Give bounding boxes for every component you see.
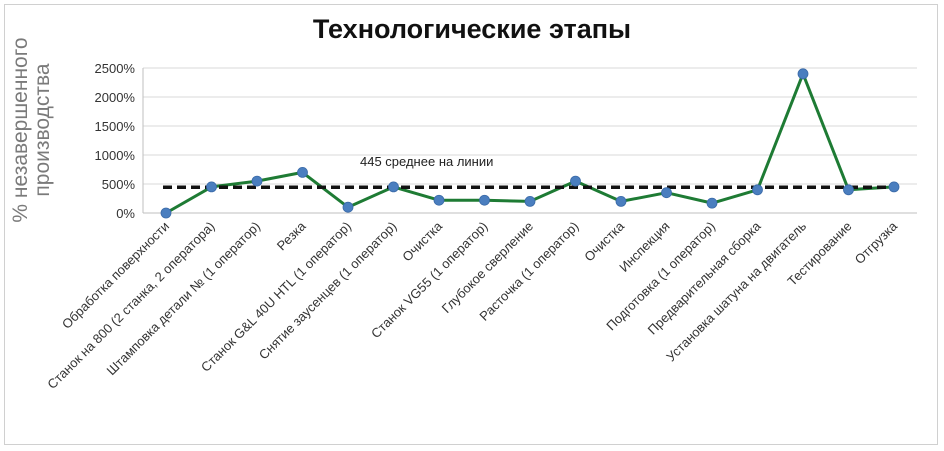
- y-tick-label: 2000%: [95, 90, 136, 105]
- data-point: [661, 187, 672, 199]
- data-point: [251, 175, 263, 187]
- x-tick-label: Резка: [274, 218, 309, 253]
- data-point: [388, 181, 399, 193]
- data-point: [752, 184, 763, 196]
- y-tick-label: 500%: [102, 177, 136, 192]
- data-point: [570, 175, 581, 187]
- x-tick-label: Очистка: [399, 218, 445, 264]
- data-point: [615, 195, 627, 207]
- data-point: [479, 194, 490, 206]
- data-point: [706, 197, 718, 209]
- data-point: [843, 184, 854, 196]
- chart-title: Технологические этапы: [312, 14, 632, 44]
- data-point: [160, 207, 172, 219]
- data-point: [206, 181, 217, 193]
- average-line-label: 445 среднее на линии: [360, 154, 493, 169]
- x-tick-label: Отгрузка: [852, 218, 901, 267]
- data-point: [342, 201, 354, 213]
- data-point: [433, 194, 445, 206]
- x-tick-label: Очистка: [581, 218, 627, 264]
- data-point: [524, 195, 536, 207]
- y-tick-label: 2500%: [95, 61, 136, 76]
- data-point: [888, 181, 900, 193]
- y-tick-label: 0%: [116, 206, 135, 221]
- y-tick-label: 1000%: [95, 148, 136, 163]
- chart-frame: [4, 4, 938, 445]
- series-line: [165, 72, 895, 215]
- x-tick-label: Станок на 800 (2 станка, 2 оператора): [44, 219, 217, 392]
- y-tick-label: 1500%: [95, 119, 136, 134]
- data-point: [297, 166, 308, 178]
- data-point: [797, 68, 809, 80]
